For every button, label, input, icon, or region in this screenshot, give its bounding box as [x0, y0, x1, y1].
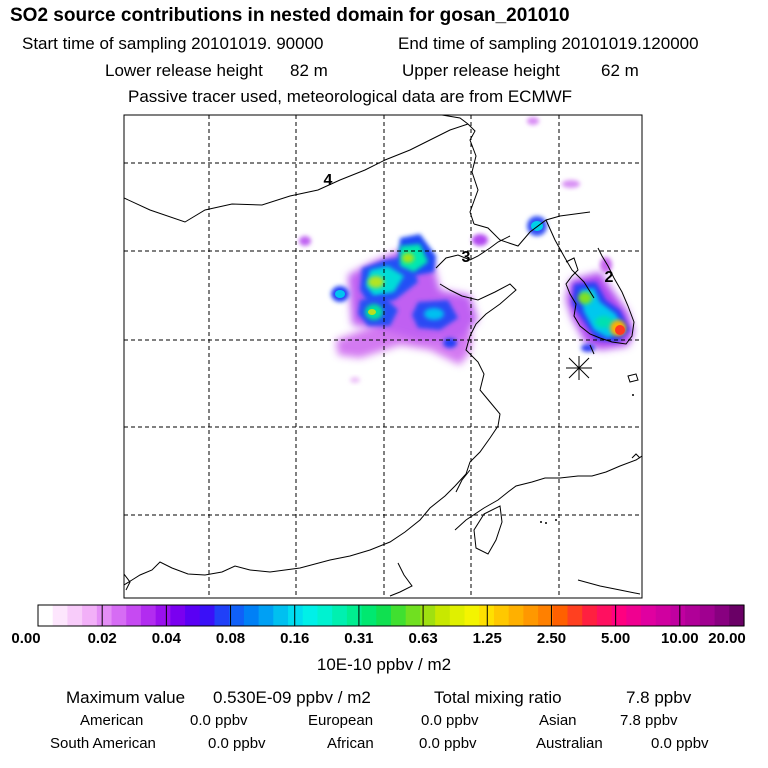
colorbar-swatch — [714, 605, 730, 626]
region-european-name: European — [308, 712, 374, 729]
colorbar-swatch — [641, 605, 657, 626]
colorbar-swatch — [493, 605, 510, 626]
colorbar-swatch — [140, 605, 157, 626]
colorbar-swatch — [655, 605, 672, 626]
colorbar-tick-label: 1.25 — [472, 630, 502, 647]
colorbar-swatch — [288, 605, 304, 626]
tracer-note: Passive tracer used, meteorological data… — [128, 87, 573, 106]
colorbar-tick-label: 0.31 — [344, 630, 374, 647]
lower-release-value: 82 m — [290, 61, 328, 80]
max-value-label: Maximum value — [66, 688, 186, 707]
colorbar-swatch — [185, 605, 201, 626]
region-south-american-name: South American — [50, 735, 156, 752]
region-label-3: 3 — [462, 249, 471, 266]
total-mixing-value: 7.8 ppbv — [626, 688, 692, 707]
colorbar-swatch — [670, 605, 686, 626]
colorbar-swatch — [596, 605, 613, 626]
colorbar-tick-label: 0.04 — [151, 630, 181, 647]
colorbar-swatch — [96, 605, 113, 626]
colorbar-swatch — [155, 605, 171, 626]
region-asian-value: 7.8 ppbv — [620, 712, 678, 729]
colorbar-swatch — [82, 605, 98, 626]
colorbar-swatch — [611, 605, 627, 626]
colorbar-swatch — [38, 605, 54, 626]
colorbar-swatch — [229, 605, 245, 626]
colorbar-swatch — [508, 605, 524, 626]
region-label-2: 2 — [605, 269, 614, 286]
region-australian-value: 0.0 ppbv — [651, 735, 709, 752]
colorbar-swatch — [302, 605, 319, 626]
colorbar-swatch — [567, 605, 583, 626]
colorbar-swatch — [420, 605, 436, 626]
colorbar-tick-label: 0.16 — [280, 630, 310, 647]
colorbar-swatch — [582, 605, 598, 626]
sampling-start: Start time of sampling 20101019. 90000 — [22, 34, 324, 53]
region-south-american-value: 0.0 ppbv — [208, 735, 266, 752]
colorbar-swatch — [626, 605, 642, 626]
colorbar-tick-label: 0.00 — [11, 630, 41, 647]
sampling-end: End time of sampling 20101019.120000 — [398, 34, 699, 53]
colorbar-swatch — [67, 605, 83, 626]
colorbar-tick-label: 0.63 — [408, 630, 438, 647]
region-american-name: American — [80, 712, 144, 729]
colorbar — [38, 605, 745, 626]
plume-china — [299, 117, 580, 383]
colorbar-tick-label: 10.00 — [661, 630, 699, 647]
colorbar-swatch — [523, 605, 539, 626]
colorbar-swatch — [199, 605, 216, 626]
colorbar-swatch — [273, 605, 289, 626]
colorbar-swatch — [464, 605, 480, 626]
map-area — [124, 115, 642, 598]
colorbar-swatch — [214, 605, 230, 626]
receptor-star-icon — [566, 356, 592, 380]
page-title: SO2 source contributions in nested domai… — [10, 5, 570, 26]
colorbar-tick-label: 20.00 — [708, 630, 746, 647]
colorbar-swatch — [435, 605, 451, 626]
colorbar-swatch — [243, 605, 260, 626]
coastlines — [124, 115, 642, 597]
colorbar-swatch — [111, 605, 127, 626]
colorbar-swatch — [126, 605, 142, 626]
region-european-value: 0.0 ppbv — [421, 712, 479, 729]
colorbar-tick-label: 5.00 — [601, 630, 631, 647]
colorbar-swatch — [258, 605, 274, 626]
colorbar-swatch — [346, 605, 363, 626]
colorbar-swatch — [449, 605, 466, 626]
colorbar-swatch — [405, 605, 422, 626]
region-asian-name: Asian — [539, 712, 577, 729]
colorbar-swatch — [317, 605, 333, 626]
colorbar-tick-label: 0.02 — [87, 630, 117, 647]
upper-release-label: Upper release height — [402, 61, 560, 80]
colorbar-unit: 10E-10 ppbv / m2 — [316, 655, 452, 674]
colorbar-swatch — [685, 605, 701, 626]
region-label-4: 4 — [324, 172, 333, 189]
colorbar-swatch — [376, 605, 392, 626]
total-mixing-label: Total mixing ratio — [434, 688, 562, 707]
colorbar-swatch — [729, 605, 745, 626]
lat-lon-grid — [124, 115, 642, 598]
lower-release-label: Lower release height — [105, 61, 263, 80]
colorbar-tick-label: 2.50 — [536, 630, 567, 647]
map-frame — [123, 114, 643, 599]
colorbar-swatch — [699, 605, 716, 626]
region-african-name: African — [327, 735, 374, 752]
colorbar-swatch — [391, 605, 407, 626]
colorbar-tick-label: 0.08 — [215, 630, 246, 647]
colorbar-swatch — [52, 605, 69, 626]
region-australian-name: Australian — [536, 735, 603, 752]
colorbar-swatch — [332, 605, 348, 626]
colorbar-swatch — [552, 605, 569, 626]
plume-korea — [566, 257, 634, 352]
colorbar-swatch — [170, 605, 186, 626]
colorbar-swatch — [361, 605, 377, 626]
upper-release-value: 62 m — [601, 61, 639, 80]
region-american-value: 0.0 ppbv — [190, 712, 248, 729]
region-african-value: 0.0 ppbv — [419, 735, 477, 752]
colorbar-frame — [37, 604, 745, 627]
colorbar-swatch — [538, 605, 554, 626]
max-value: 0.530E-09 ppbv / m2 — [213, 688, 371, 707]
